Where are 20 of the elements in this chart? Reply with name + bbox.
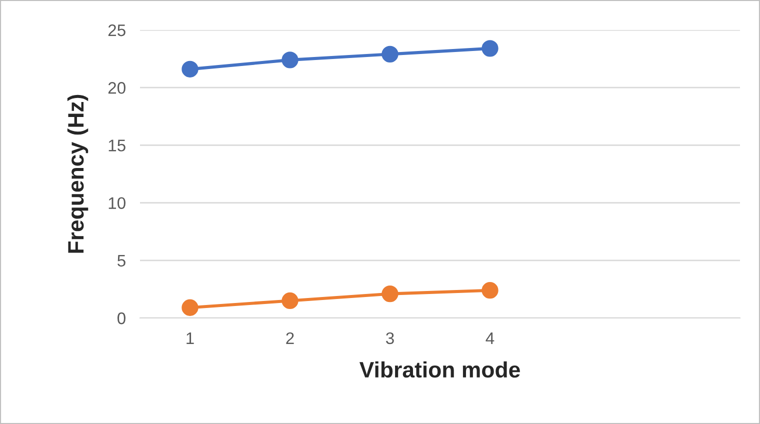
x-tick-label: 4 (486, 332, 494, 344)
y-tick-label: 0 (117, 312, 126, 324)
y-tick-label: 5 (118, 254, 126, 267)
x-tick-label: 2 (286, 332, 294, 344)
y-tick-label: 10 (108, 197, 126, 210)
y-axis-title: Frequency (Hz) (67, 94, 88, 253)
point (382, 46, 398, 63)
point (182, 60, 198, 78)
x-tick-label: 1 (186, 332, 194, 344)
point (482, 40, 498, 57)
x-axis-title: Vibration mode (359, 361, 520, 378)
point (382, 285, 398, 302)
point (282, 52, 298, 68)
y-tick-label: 20 (108, 82, 126, 94)
y-tick-label: 15 (108, 140, 126, 152)
x-tick-label: 3 (386, 332, 394, 344)
point (182, 299, 198, 316)
point (482, 282, 498, 299)
y-tick-label: 25 (108, 24, 126, 36)
point (282, 292, 298, 310)
